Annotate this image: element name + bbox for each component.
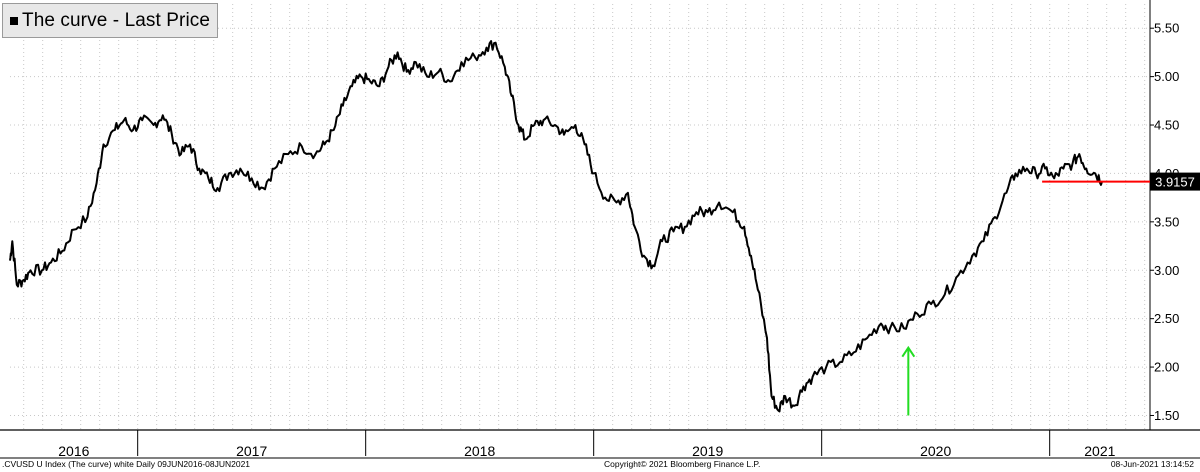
- y-tick-label: 1.50: [1154, 408, 1179, 423]
- x-year-label: 2019: [692, 443, 723, 459]
- gridlines: [10, 4, 1150, 430]
- annotation-layer: [901, 345, 916, 416]
- x-year-label: 2016: [58, 443, 89, 459]
- legend-box: The curve - Last Price: [2, 3, 218, 38]
- y-tick-label: 2.00: [1154, 360, 1179, 375]
- footer-timestamp: 08-Jun-2021 13:14:52: [1110, 459, 1194, 469]
- series-line: [9, 40, 1104, 413]
- chart-frame: [0, 0, 1200, 459]
- series-layer: [9, 40, 1104, 413]
- y-tick-label: 5.50: [1154, 21, 1179, 36]
- y-tick-label: 2.50: [1154, 311, 1179, 326]
- x-year-label: 2020: [920, 443, 951, 459]
- legend-swatch-icon: [10, 16, 18, 25]
- arrow-head-icon: [901, 345, 916, 358]
- y-tick-label: 3.00: [1154, 263, 1179, 278]
- last-price-layer: 3.9157: [1042, 172, 1200, 191]
- footer-index-info: .CVUSD U Index (The curve) white Daily 0…: [2, 459, 251, 469]
- last-price-box: [1150, 172, 1200, 191]
- last-price-label: 3.9157: [1155, 175, 1195, 190]
- x-axis-years: 2016 2017 2018 2019 2020 2021: [58, 430, 1116, 459]
- x-year-label: 2018: [464, 443, 495, 459]
- x-year-label: 2021: [1084, 443, 1115, 459]
- x-year-label: 2017: [236, 443, 267, 459]
- legend-label: The curve - Last Price: [22, 9, 211, 31]
- y-tick-label: 5.00: [1154, 69, 1179, 84]
- y-axis-ticks: 1.502.002.503.003.504.004.505.005.50: [1150, 21, 1179, 423]
- footer-copyright: Copyright© 2021 Bloomberg Finance L.P.: [604, 459, 761, 469]
- y-tick-label: 3.50: [1154, 214, 1179, 229]
- y-tick-label: 4.50: [1154, 118, 1179, 133]
